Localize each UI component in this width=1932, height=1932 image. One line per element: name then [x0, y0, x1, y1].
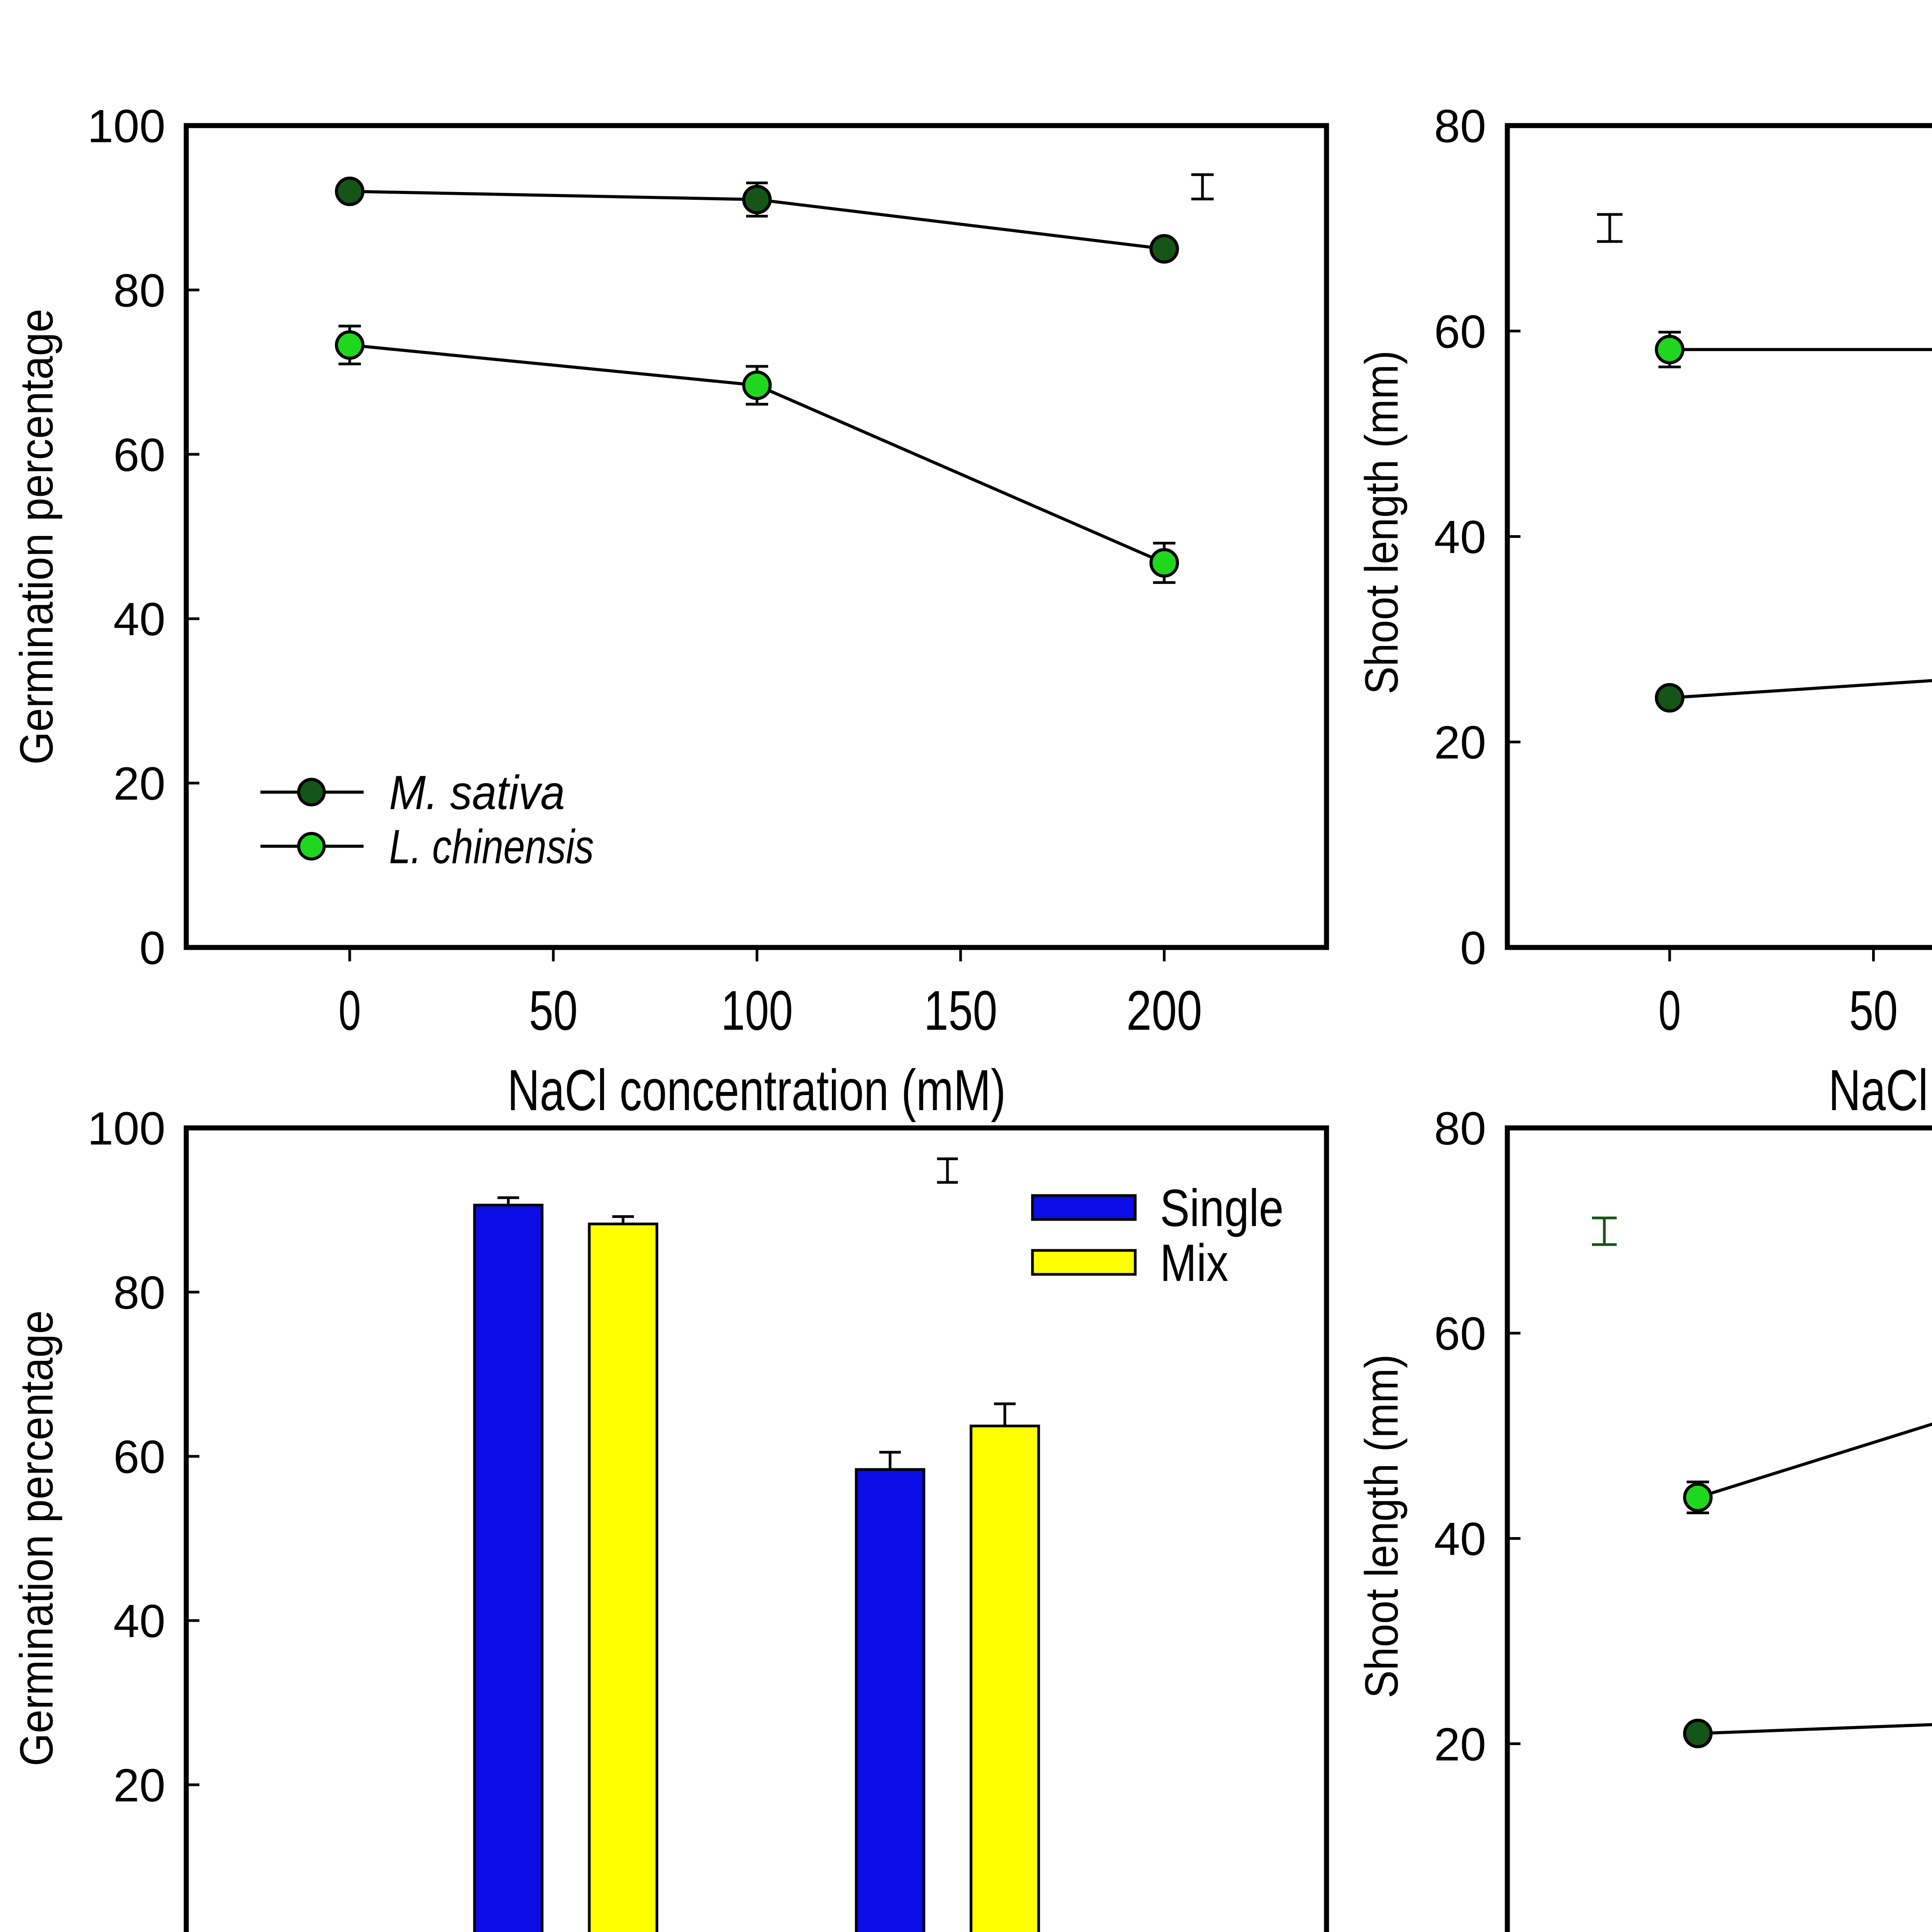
svg-text:80: 80 [1434, 1102, 1486, 1155]
svg-text:80: 80 [113, 264, 165, 316]
svg-text:0: 0 [1460, 1923, 1486, 1932]
svg-text:50: 50 [1849, 979, 1898, 1042]
svg-text:L. chinensis: L. chinensis [389, 820, 594, 874]
svg-text:200: 200 [1126, 979, 1202, 1042]
svg-text:20: 20 [113, 1759, 165, 1811]
svg-text:80: 80 [1434, 100, 1486, 152]
svg-text:Germination percentage: Germination percentage [10, 309, 63, 765]
svg-text:60: 60 [113, 429, 165, 481]
svg-text:Shoot length (mm): Shoot length (mm) [1355, 1354, 1408, 1698]
svg-text:50: 50 [529, 979, 578, 1042]
svg-text:60: 60 [1434, 305, 1486, 358]
svg-text:0: 0 [139, 1923, 165, 1932]
svg-text:40: 40 [113, 1595, 165, 1647]
svg-text:80: 80 [113, 1266, 165, 1319]
svg-text:20: 20 [113, 757, 165, 810]
svg-text:Germination percentage: Germination percentage [10, 1310, 63, 1766]
svg-text:NaCl concentration (mM): NaCl concentration (mM) [507, 1058, 1006, 1122]
svg-text:40: 40 [1434, 511, 1486, 563]
svg-text:NaCl concentration (mM): NaCl concentration (mM) [1828, 1058, 1932, 1122]
svg-text:0: 0 [1460, 922, 1486, 974]
svg-text:0: 0 [1658, 979, 1681, 1042]
svg-text:40: 40 [113, 593, 165, 645]
svg-text:Single: Single [1160, 1179, 1284, 1237]
svg-text:20: 20 [1434, 716, 1486, 769]
svg-text:40: 40 [1434, 1513, 1486, 1565]
svg-text:Mix: Mix [1160, 1233, 1228, 1292]
svg-text:100: 100 [721, 979, 793, 1042]
svg-text:M. sativa: M. sativa [389, 766, 565, 820]
svg-text:Shoot length (mm): Shoot length (mm) [1355, 350, 1408, 694]
svg-text:100: 100 [87, 100, 165, 152]
svg-text:0: 0 [338, 979, 361, 1042]
svg-text:150: 150 [924, 979, 997, 1042]
svg-text:0: 0 [139, 922, 165, 974]
svg-text:60: 60 [113, 1430, 165, 1483]
svg-text:100: 100 [87, 1102, 165, 1155]
svg-text:20: 20 [1434, 1718, 1486, 1770]
svg-text:60: 60 [1434, 1307, 1486, 1360]
